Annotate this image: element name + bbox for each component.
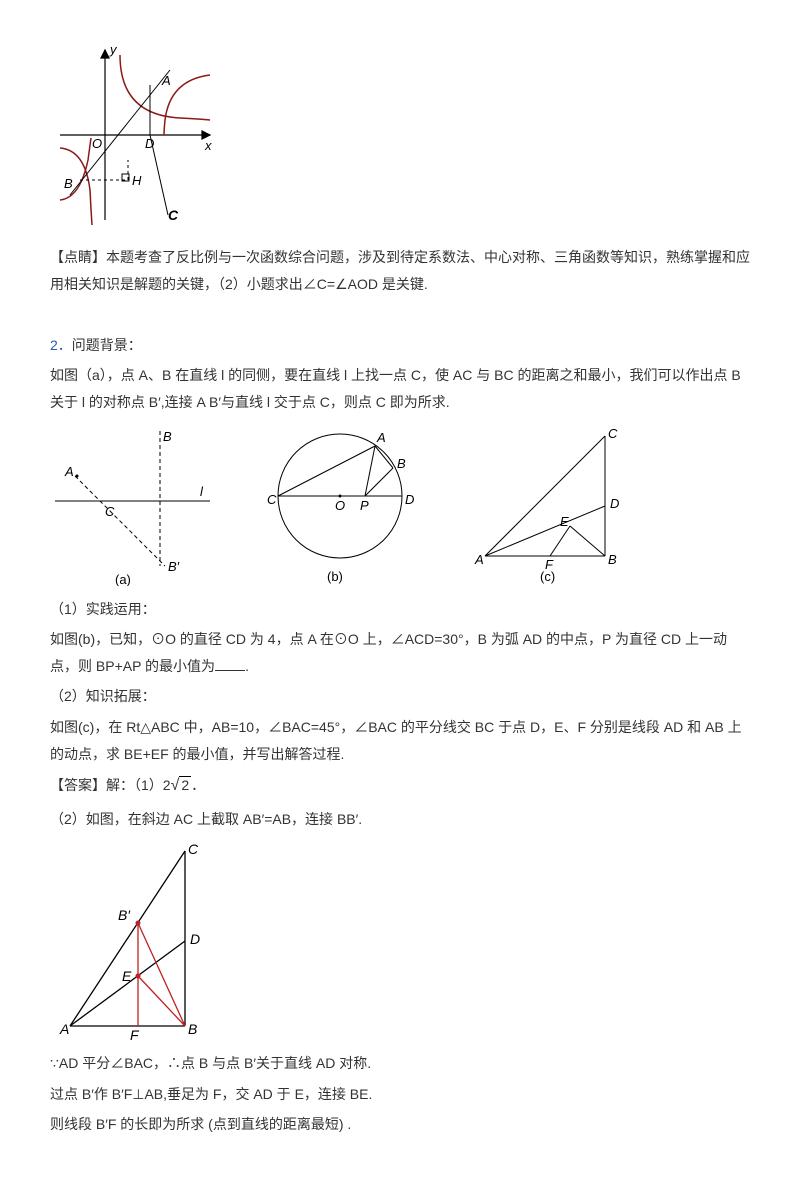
label-O: O — [92, 136, 102, 151]
svg-text:A: A — [376, 430, 386, 445]
svg-text:B: B — [397, 456, 406, 471]
svg-text:B′: B′ — [118, 907, 131, 923]
q2-number: 2． — [50, 337, 72, 353]
svg-text:F: F — [130, 1027, 140, 1043]
q2-bg-text: 如图（a），点 A、B 在直线 l 的同侧，要在直线 l 上找一点 C，使 AC… — [50, 362, 750, 415]
blank — [215, 656, 245, 671]
svg-text:C: C — [267, 492, 277, 507]
svg-text:A: A — [59, 1021, 69, 1037]
answer-line-2: （2）如图，在斜边 AC 上截取 AB′=AB，连接 BB′. — [50, 806, 750, 833]
commentary-label: 【点睛】 — [50, 249, 106, 265]
label-H: H — [132, 173, 142, 188]
svg-text:B: B — [163, 429, 172, 444]
q2-bg-label: 问题背景： — [72, 337, 142, 353]
svg-text:C: C — [188, 841, 199, 857]
svg-text:B′: B′ — [168, 559, 180, 574]
svg-text:C: C — [608, 426, 618, 441]
label-y: y — [109, 42, 118, 57]
svg-text:O: O — [335, 498, 345, 513]
part2-title: （2）知识拓展： — [50, 683, 750, 710]
label-x: x — [204, 138, 212, 153]
svg-text:B: B — [188, 1021, 197, 1037]
svg-text:D: D — [190, 931, 200, 947]
proof-l1: ∵AD 平分∠BAC，∴点 B 与点 B′关于直线 AD 对称. — [50, 1050, 750, 1077]
svg-text:D: D — [405, 492, 414, 507]
figure-row-abc: B A C l B′ (a) A B C D O P — [50, 426, 750, 586]
svg-text:(b): (b) — [327, 569, 343, 584]
svg-text:l: l — [200, 484, 204, 499]
svg-text:E: E — [560, 514, 569, 529]
commentary: 【点睛】本题考查了反比例与一次函数综合问题，涉及到待定系数法、中心对称、三角函数… — [50, 244, 750, 297]
part1-text: 如图(b)，已知，⊙O 的直径 CD 为 4，点 A 在⊙O 上，∠ACD=30… — [50, 626, 750, 679]
figure-c: A B C D E F (c) — [465, 426, 635, 586]
proof-l3: 则线段 B′F 的长即为所求 (点到直线的距离最短) . — [50, 1111, 750, 1138]
figure-b: A B C D O P (b) — [245, 426, 435, 586]
part1-title: （1）实践运用： — [50, 596, 750, 623]
svg-text:(c): (c) — [540, 569, 555, 584]
figure-4: A B C D B′ E F — [50, 836, 750, 1046]
label-B: B — [64, 176, 73, 191]
proof-l2: 过点 B′作 B′F⊥AB,垂足为 F，交 AD 于 E，连接 BE. — [50, 1081, 750, 1108]
sqrt-expr: 2√2 — [163, 777, 191, 793]
part2-text: 如图(c)，在 Rt△ABC 中，AB=10，∠BAC=45°，∠BAC 的平分… — [50, 714, 750, 767]
label-A: A — [161, 73, 171, 88]
label-D: D — [145, 136, 154, 151]
svg-text:(a): (a) — [115, 572, 131, 586]
question-2-header: 2．问题背景： — [50, 332, 750, 359]
answer-line-1: 【答案】解：（1）2√2． — [50, 771, 750, 801]
svg-text:C: C — [105, 504, 115, 519]
svg-text:P: P — [360, 498, 369, 513]
figure-a: B A C l B′ (a) — [50, 426, 215, 586]
svg-text:E: E — [122, 968, 132, 984]
svg-text:B: B — [608, 552, 617, 567]
svg-text:A: A — [64, 464, 74, 479]
commentary-text: 本题考查了反比例与一次函数综合问题，涉及到待定系数法、中心对称、三角函数等知识，… — [50, 249, 750, 292]
figure-1: y x O D A B H C — [50, 40, 750, 240]
label-C: C — [168, 207, 179, 223]
svg-text:A: A — [474, 552, 484, 567]
answer-label: 【答案】 — [50, 777, 106, 793]
svg-text:D: D — [610, 496, 619, 511]
